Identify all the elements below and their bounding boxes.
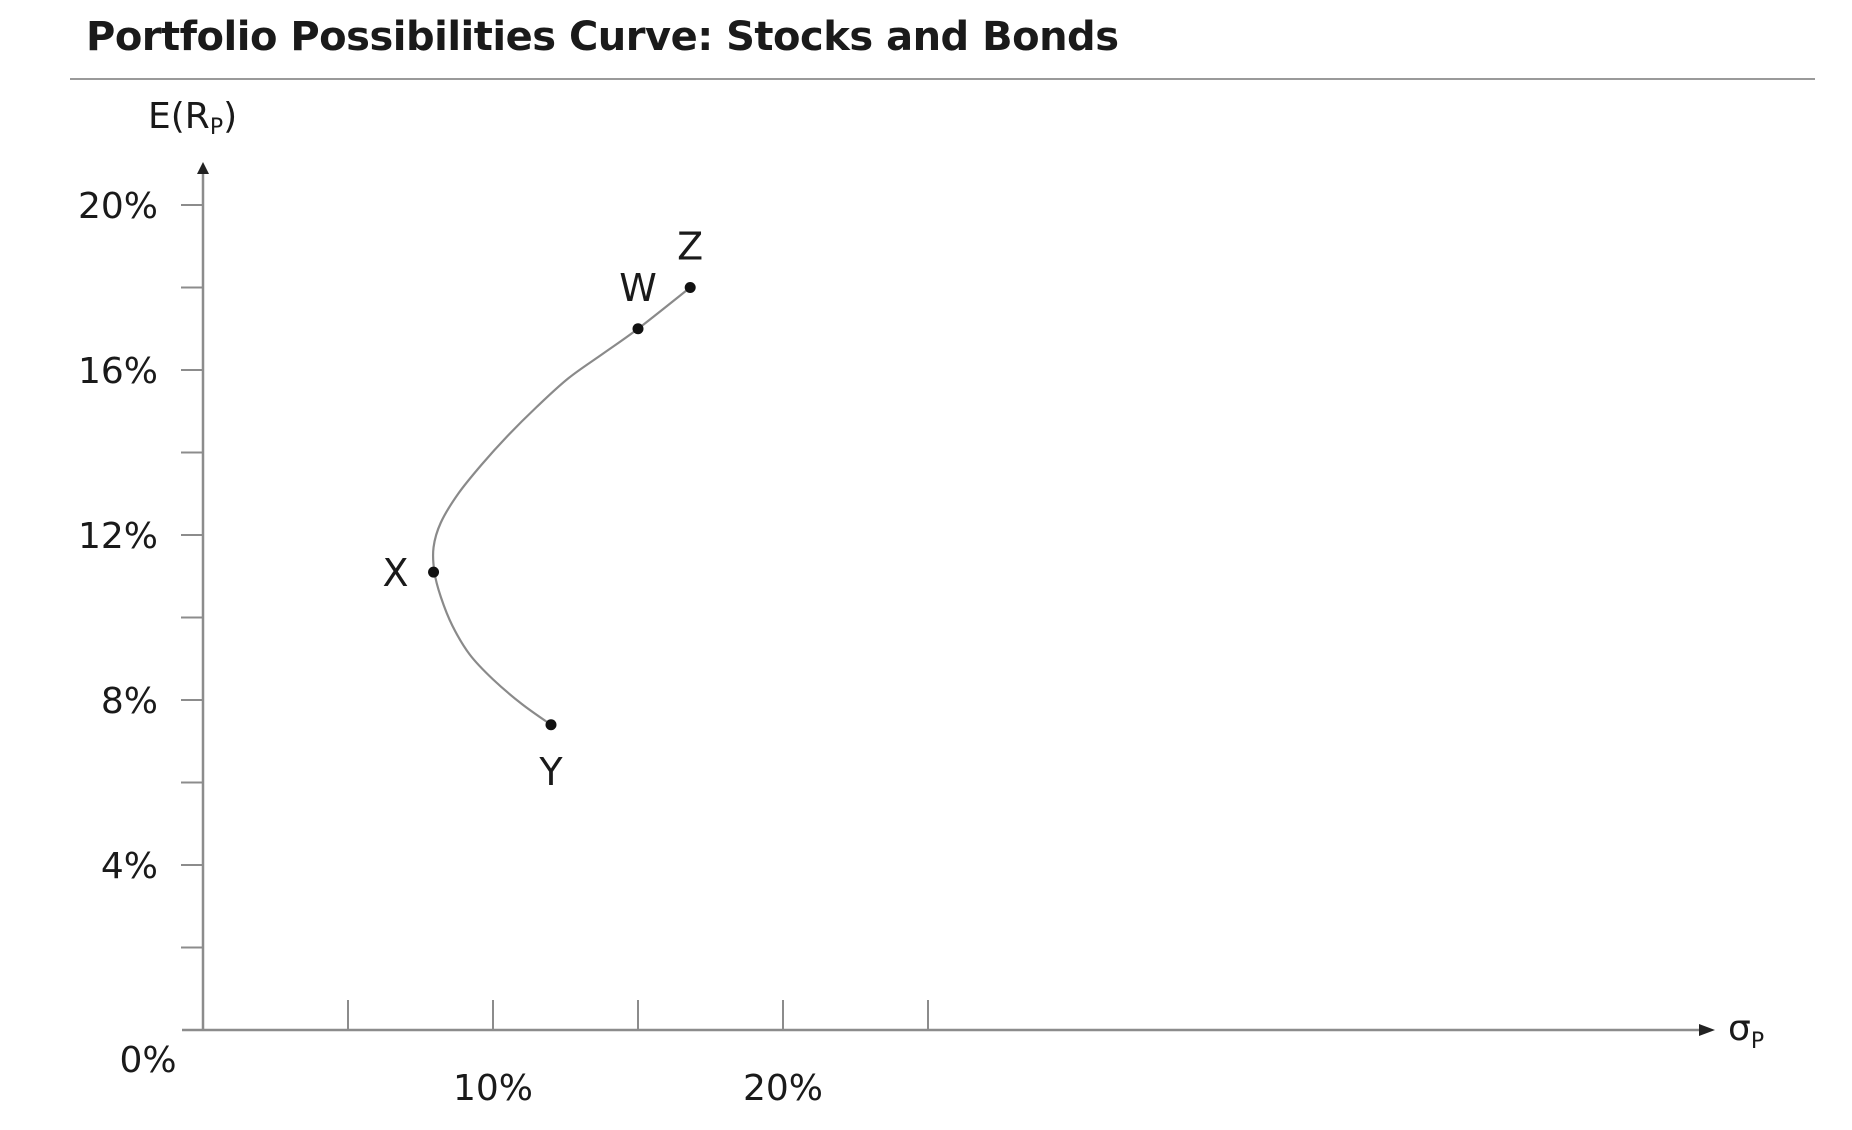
y-tick-label: 16%	[78, 351, 158, 392]
point-w	[632, 323, 644, 335]
y-tick-label: 8%	[101, 681, 158, 722]
y-tick-label: 20%	[78, 186, 158, 227]
point-label-w: W	[619, 266, 657, 310]
y-axis-arrow	[197, 162, 209, 174]
y-tick-label: 4%	[101, 846, 158, 887]
curve-group	[431, 286, 691, 726]
y-tick-label: 12%	[78, 516, 158, 557]
x-tick-label: 20%	[743, 1068, 823, 1109]
x-tick-label: 10%	[453, 1068, 533, 1109]
y-axis-title: E(RP)	[148, 96, 237, 140]
point-x	[428, 566, 440, 578]
x-axis-title: σP	[1728, 1008, 1764, 1054]
point-z	[684, 282, 696, 293]
x-tick-label: 0%	[119, 1040, 176, 1081]
axes	[182, 162, 1715, 1036]
title-divider	[70, 78, 1815, 80]
chart-title: Portfolio Possibilities Curve: Stocks an…	[86, 14, 1119, 60]
point-label-z: Z	[677, 225, 703, 269]
points-group: Y X WZ	[383, 225, 704, 794]
point-label-x: X	[383, 551, 409, 595]
point-y	[545, 719, 557, 731]
point-label-y: Y	[538, 750, 563, 794]
ticks: 4% 8% 12% 16% 20% 0% 10% 20%	[78, 186, 929, 1109]
efficient-curve	[431, 286, 691, 726]
x-axis-arrow	[1699, 1024, 1715, 1036]
